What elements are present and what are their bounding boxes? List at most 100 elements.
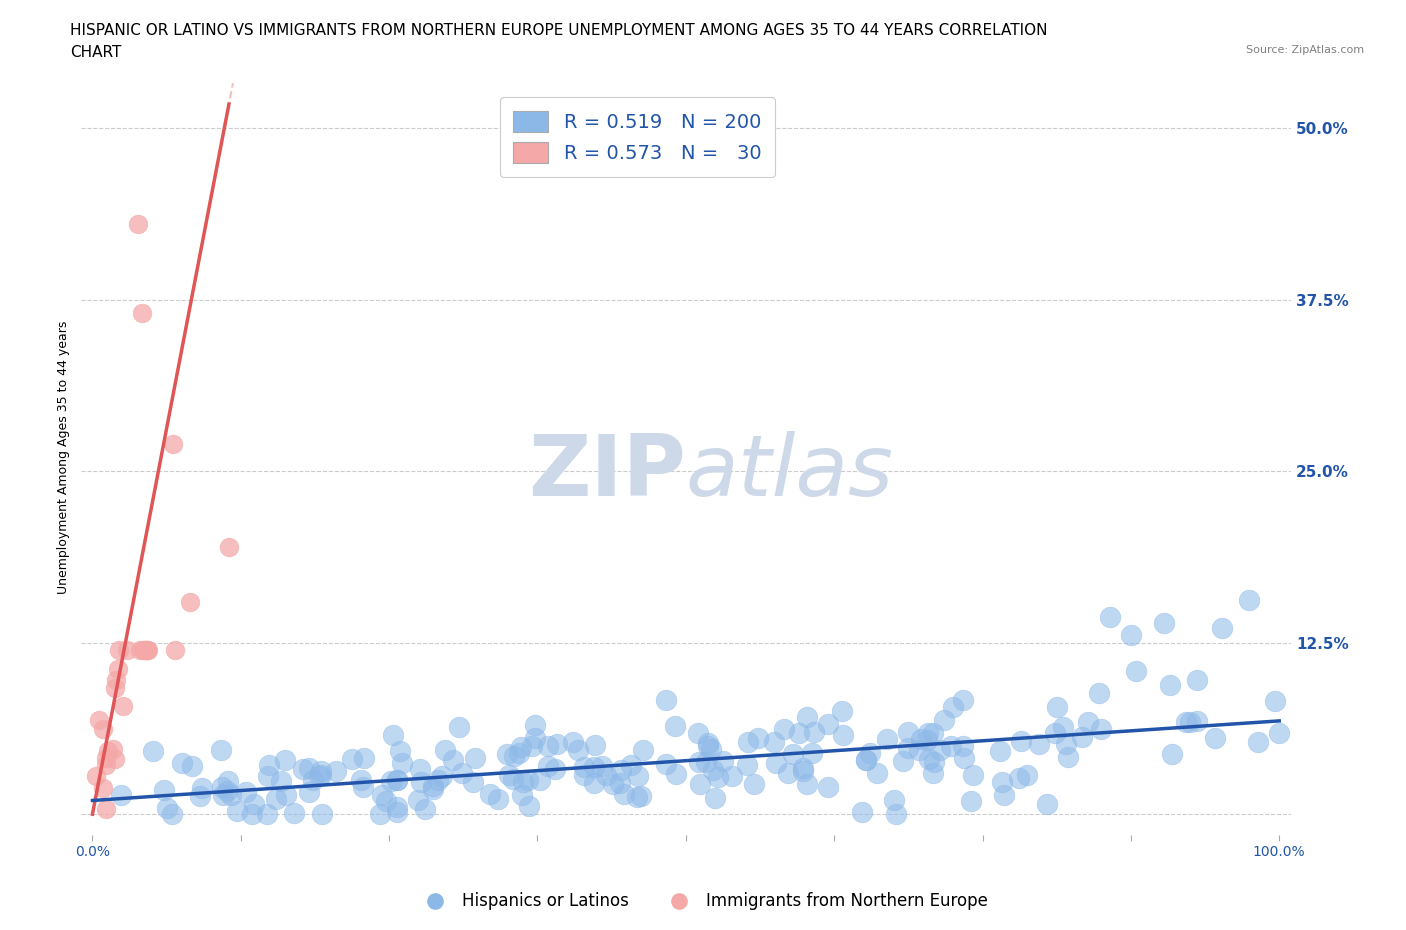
Point	[94, 802, 117, 817]
Point	[134, 642, 156, 657]
Point	[503, 749, 526, 764]
Point	[1211, 620, 1233, 635]
Point	[942, 699, 965, 714]
Point	[801, 745, 824, 760]
Point	[633, 742, 655, 757]
Point	[702, 763, 724, 777]
Point	[381, 728, 404, 743]
Point	[562, 734, 585, 749]
Point	[380, 774, 402, 789]
Point	[1268, 726, 1291, 741]
Point	[371, 788, 394, 803]
Point	[922, 765, 945, 780]
Point	[787, 725, 810, 740]
Point	[385, 800, 408, 815]
Point	[502, 772, 524, 787]
Point	[1187, 672, 1209, 687]
Point	[352, 779, 374, 794]
Point	[855, 753, 877, 768]
Point	[796, 710, 818, 724]
Point	[921, 725, 943, 740]
Point	[104, 751, 127, 766]
Point	[778, 765, 800, 780]
Point	[104, 672, 127, 687]
Point	[817, 716, 839, 731]
Point	[664, 719, 686, 734]
Point	[883, 792, 905, 807]
Point	[96, 751, 118, 765]
Point	[235, 784, 257, 799]
Point	[928, 743, 950, 758]
Point	[1071, 729, 1094, 744]
Point	[876, 731, 898, 746]
Point	[112, 699, 135, 714]
Point	[700, 742, 723, 757]
Point	[884, 806, 907, 821]
Point	[368, 806, 391, 821]
Point	[101, 741, 124, 756]
Point	[447, 719, 470, 734]
Point	[256, 768, 278, 783]
Point	[546, 737, 568, 751]
Point	[479, 786, 502, 801]
Point	[311, 767, 333, 782]
Point	[387, 804, 409, 819]
Point	[897, 740, 920, 755]
Point	[91, 781, 114, 796]
Point	[422, 781, 444, 796]
Point	[891, 754, 914, 769]
Point	[952, 738, 974, 753]
Point	[952, 692, 974, 707]
Point	[773, 722, 796, 737]
Point	[385, 773, 408, 788]
Point	[537, 738, 560, 753]
Point	[433, 743, 456, 758]
Point	[353, 751, 375, 765]
Point	[896, 724, 918, 739]
Point	[406, 792, 429, 807]
Point	[450, 765, 472, 780]
Point	[190, 780, 212, 795]
Point	[413, 801, 436, 816]
Point	[152, 782, 174, 797]
Point	[350, 773, 373, 788]
Point	[567, 743, 589, 758]
Point	[1125, 663, 1147, 678]
Point	[1057, 750, 1080, 764]
Point	[630, 789, 652, 804]
Point	[609, 776, 631, 790]
Point	[1010, 733, 1032, 748]
Point	[572, 768, 595, 783]
Point	[626, 789, 648, 804]
Point	[302, 773, 325, 788]
Point	[243, 797, 266, 812]
Text: HISPANIC OR LATINO VS IMMIGRANTS FROM NORTHERN EUROPE UNEMPLOYMENT AMONG AGES 35: HISPANIC OR LATINO VS IMMIGRANTS FROM NO…	[70, 23, 1047, 38]
Point	[960, 793, 983, 808]
Point	[908, 742, 931, 757]
Point	[508, 746, 530, 761]
Point	[1088, 685, 1111, 700]
Point	[932, 712, 955, 727]
Point	[298, 784, 321, 799]
Point	[688, 725, 710, 740]
Point	[522, 738, 544, 753]
Point	[517, 772, 540, 787]
Point	[512, 775, 534, 790]
Point	[486, 791, 509, 806]
Point	[259, 757, 281, 772]
Point	[273, 752, 295, 767]
Text: ZIP: ZIP	[529, 431, 686, 514]
Point	[613, 786, 636, 801]
Point	[742, 777, 765, 791]
Point	[131, 306, 153, 321]
Point	[142, 744, 165, 759]
Point	[463, 775, 485, 790]
Point	[209, 742, 232, 757]
Point	[1090, 722, 1112, 737]
Point	[217, 784, 239, 799]
Point	[1045, 725, 1067, 740]
Point	[1036, 797, 1059, 812]
Point	[441, 752, 464, 767]
Point	[96, 758, 118, 773]
Point	[524, 731, 547, 746]
